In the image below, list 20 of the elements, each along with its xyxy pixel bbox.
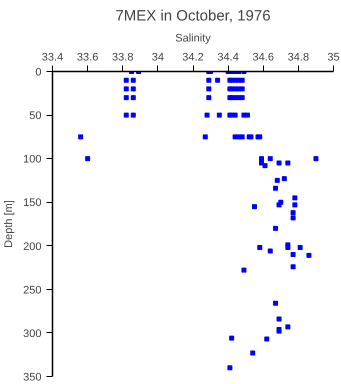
x-tick-label: 34.2 [182,52,204,64]
x-tick-label: 34.4 [217,52,239,64]
x-tick-label: 33.8 [112,52,134,64]
chart-title: 7MEX in October, 1976 [115,8,271,24]
y-tick-label: 50 [29,110,42,122]
y-axis-title: Depth [m] [3,200,16,248]
y-tick-label: 300 [23,328,42,340]
y-tick-label: 200 [23,240,42,253]
x-tick-label: 33.6 [76,52,98,64]
x-tick-label: 34 [152,52,164,64]
y-tick-label: 250 [23,284,42,296]
x-axis-title: Salinity [175,32,212,44]
x-tick-label: 34.6 [252,52,274,64]
y-tick-label: 100 [23,154,42,166]
y-tick-label: 150 [23,197,42,210]
y-tick-label: 0 [35,66,42,78]
x-tick-label: 35 [327,52,340,64]
y-tick-label: 350 [23,372,42,384]
x-tick-label: 34.8 [288,52,310,64]
x-tick-label: 33.4 [42,52,64,64]
